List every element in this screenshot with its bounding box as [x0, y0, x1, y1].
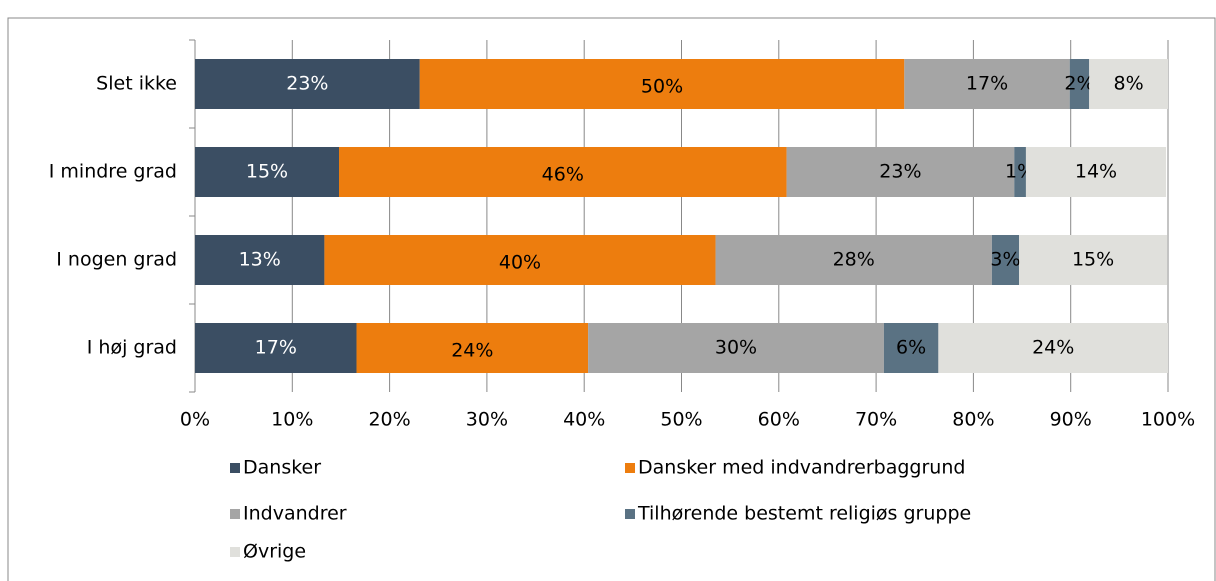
- bar-segment: [356, 323, 589, 373]
- legend-label: Dansker med indvandrerbaggrund: [638, 457, 965, 479]
- bar-segment: [1019, 235, 1168, 285]
- data-label: 8%: [1114, 73, 1144, 95]
- x-tick-label: 90%: [1050, 409, 1092, 431]
- x-tick-label: 50%: [660, 409, 702, 431]
- x-tick-label: 60%: [758, 409, 800, 431]
- data-label: 23%: [879, 161, 921, 183]
- legend-swatch: [230, 547, 240, 557]
- bar-segment: [883, 323, 939, 373]
- x-tick-label: 20%: [368, 409, 410, 431]
- data-label: 50%: [641, 76, 683, 98]
- bar-segment: [195, 235, 325, 285]
- bar-segment: [1025, 147, 1167, 197]
- data-label: 3%: [990, 249, 1020, 271]
- legend-swatch: [625, 509, 635, 519]
- legend-swatch: [230, 509, 240, 519]
- data-label: 23%: [286, 73, 328, 95]
- bar-segment: [991, 235, 1020, 285]
- data-label: 28%: [833, 249, 875, 271]
- bar-segment: [195, 59, 420, 109]
- x-tick-label: 100%: [1141, 409, 1195, 431]
- bar-segment: [339, 147, 787, 197]
- x-tick-label: 40%: [563, 409, 605, 431]
- bar-segment: [195, 323, 357, 373]
- chart-frame: [7, 17, 1216, 581]
- y-tick-label: Slet ikke: [96, 73, 177, 95]
- bar-segment: [1089, 59, 1168, 109]
- x-tick-label: 70%: [855, 409, 897, 431]
- data-label: 17%: [255, 337, 297, 359]
- data-label: 13%: [239, 249, 281, 271]
- bar-segment: [904, 59, 1070, 109]
- data-label: 15%: [1072, 249, 1114, 271]
- legend-label: Tilhørende bestemt religiøs gruppe: [637, 503, 971, 525]
- x-tick-label: 80%: [952, 409, 994, 431]
- legend-label: Dansker: [243, 457, 321, 479]
- data-label: 30%: [715, 337, 757, 359]
- y-tick-label: I høj grad: [87, 337, 177, 359]
- bar-segment: [419, 59, 905, 109]
- legend-swatch: [230, 463, 240, 473]
- bar-segment: [1069, 59, 1090, 109]
- data-label: 17%: [966, 73, 1008, 95]
- bar-segment: [715, 235, 992, 285]
- data-label: 15%: [246, 161, 288, 183]
- y-tick-label: I mindre grad: [49, 161, 177, 183]
- data-label: 46%: [542, 164, 584, 186]
- data-label: 2%: [1064, 73, 1094, 95]
- data-label: 24%: [1032, 337, 1074, 359]
- x-tick-label: 30%: [466, 409, 508, 431]
- legend-label: Øvrige: [243, 541, 306, 563]
- bar-segment: [786, 147, 1015, 197]
- data-label: 14%: [1075, 161, 1117, 183]
- data-label: 6%: [896, 337, 926, 359]
- bar-segment: [938, 323, 1168, 373]
- data-label: 40%: [499, 252, 541, 274]
- legend-label: Indvandrer: [243, 503, 347, 525]
- data-label: 24%: [451, 340, 493, 362]
- bar-segment: [588, 323, 884, 373]
- x-tick-label: 0%: [180, 409, 210, 431]
- legend-swatch: [625, 463, 635, 473]
- bar-segment: [195, 147, 340, 197]
- bar-segment: [1014, 147, 1026, 197]
- y-tick-label: I nogen grad: [56, 249, 177, 271]
- x-tick-label: 10%: [271, 409, 313, 431]
- bar-segment: [324, 235, 716, 285]
